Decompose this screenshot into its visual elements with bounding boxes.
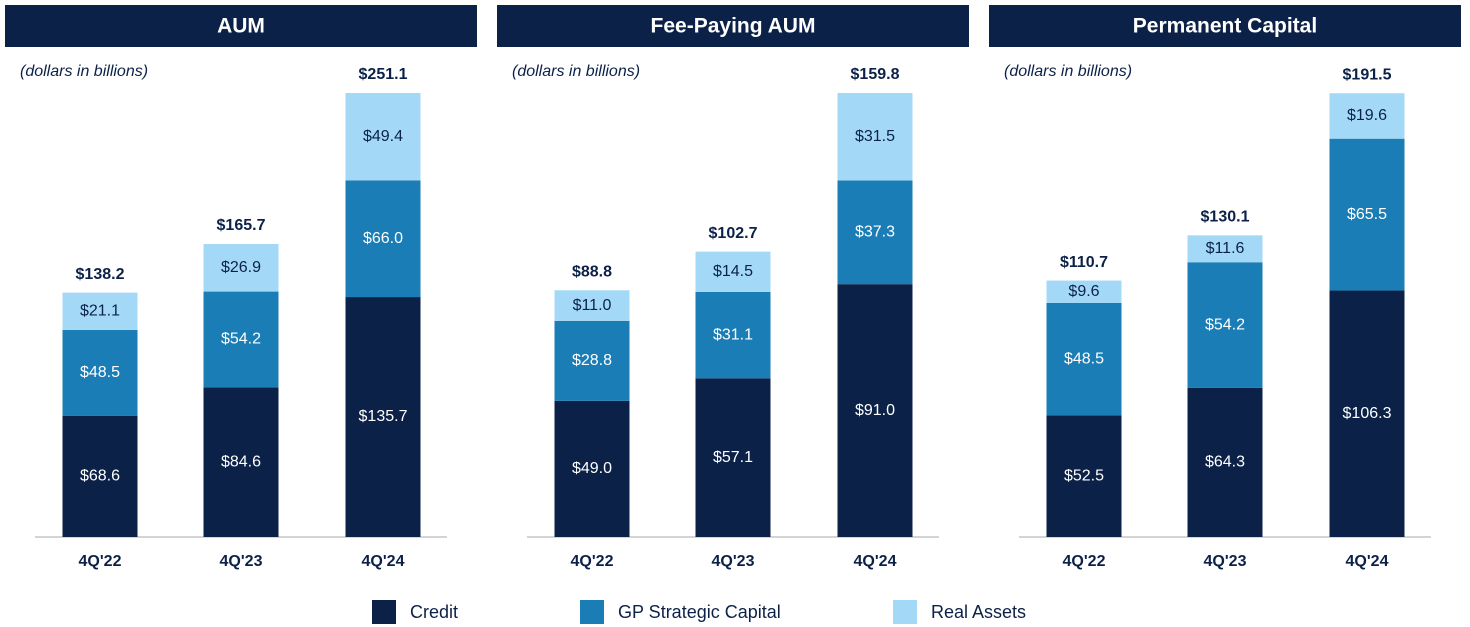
bar-segment <box>554 400 630 537</box>
chart-subtitle: (dollars in billions) <box>1004 63 1132 80</box>
value-label: $54.2 <box>1205 316 1245 333</box>
bar-segment <box>203 244 279 292</box>
value-label: $91.0 <box>855 402 895 419</box>
value-label: $66.0 <box>363 230 403 247</box>
bar-segment <box>554 320 630 401</box>
value-label: $68.6 <box>80 468 120 485</box>
bar-segment <box>554 290 630 321</box>
x-tick-label: 4Q'23 <box>712 553 755 570</box>
bar-segment <box>203 387 279 537</box>
value-label: $11.6 <box>1206 240 1245 257</box>
value-label: $52.5 <box>1064 467 1104 484</box>
value-label: $31.5 <box>855 128 895 145</box>
value-label: $49.4 <box>363 128 403 145</box>
total-label: $159.8 <box>851 66 900 83</box>
chart-subtitle: (dollars in billions) <box>20 63 148 80</box>
total-label: $191.5 <box>1343 66 1392 83</box>
legend-label: GP Strategic Capital <box>618 602 781 622</box>
x-tick-label: 4Q'22 <box>79 553 122 570</box>
x-tick-label: 4Q'23 <box>1204 553 1247 570</box>
legend-swatch <box>372 600 396 624</box>
bar-segment <box>1187 262 1263 388</box>
x-tick-label: 4Q'22 <box>1063 553 1106 570</box>
bar-segment <box>695 291 771 379</box>
bar-segment <box>62 415 138 537</box>
panel-header <box>497 5 969 47</box>
value-label: $19.6 <box>1347 107 1387 124</box>
value-label: $57.1 <box>713 449 753 466</box>
value-label: $14.5 <box>713 263 753 280</box>
value-label: $135.7 <box>359 408 408 425</box>
value-label: $65.5 <box>1347 206 1387 223</box>
total-label: $110.7 <box>1060 254 1108 271</box>
x-tick-label: 4Q'23 <box>220 553 263 570</box>
chart-title: AUM <box>217 15 265 38</box>
bar-segment <box>203 291 279 388</box>
bar-segment <box>1046 415 1122 537</box>
value-label: $28.8 <box>572 352 612 369</box>
bar-segment <box>345 180 421 298</box>
bar-segment <box>1329 93 1405 139</box>
x-tick-label: 4Q'24 <box>854 553 897 570</box>
total-label: $130.1 <box>1201 209 1250 226</box>
chart-subtitle: (dollars in billions) <box>512 63 640 80</box>
legend-swatch <box>580 600 604 624</box>
value-label: $11.0 <box>573 297 612 314</box>
chart-title: Permanent Capital <box>1133 15 1317 38</box>
value-label: $26.9 <box>221 259 261 276</box>
total-label: $251.1 <box>359 66 408 83</box>
bar-segment <box>62 292 138 330</box>
value-label: $84.6 <box>221 453 261 470</box>
x-tick-label: 4Q'24 <box>1346 553 1389 570</box>
value-label: $49.0 <box>572 460 612 477</box>
bar-segment <box>1187 387 1263 537</box>
panel-header <box>989 5 1461 47</box>
bar-segment <box>345 297 421 537</box>
value-label: $48.5 <box>80 364 120 381</box>
value-label: $54.2 <box>221 331 261 348</box>
value-label: $37.3 <box>855 224 895 241</box>
value-label: $48.5 <box>1064 350 1104 367</box>
value-label: $64.3 <box>1205 454 1245 471</box>
x-tick-label: 4Q'22 <box>571 553 614 570</box>
x-tick-label: 4Q'24 <box>362 553 405 570</box>
bar-segment <box>1329 138 1405 291</box>
bar-segment <box>1329 290 1405 537</box>
bar-segment <box>1046 302 1122 416</box>
bar-segment <box>62 329 138 416</box>
legend-label: Real Assets <box>931 602 1026 622</box>
legend-swatch <box>893 600 917 624</box>
value-label: $9.6 <box>1068 283 1099 300</box>
value-label: $21.1 <box>80 303 120 320</box>
chart-title: Fee-Paying AUM <box>651 15 816 38</box>
value-label: $31.1 <box>713 326 753 343</box>
bar-segment <box>695 251 771 292</box>
bar-segment <box>1187 235 1263 263</box>
bar-segment <box>345 93 421 181</box>
legend-label: Credit <box>410 602 458 622</box>
panel-header <box>5 5 477 47</box>
total-label: $165.7 <box>217 217 266 234</box>
total-label: $102.7 <box>709 225 758 242</box>
bar-segment <box>837 180 913 285</box>
total-label: $88.8 <box>572 263 612 280</box>
bar-segment <box>695 378 771 537</box>
bar-segment <box>837 284 913 537</box>
value-label: $106.3 <box>1343 405 1392 422</box>
bar-segment <box>837 93 913 181</box>
total-label: $138.2 <box>76 266 125 283</box>
bar-segment <box>1046 280 1122 303</box>
